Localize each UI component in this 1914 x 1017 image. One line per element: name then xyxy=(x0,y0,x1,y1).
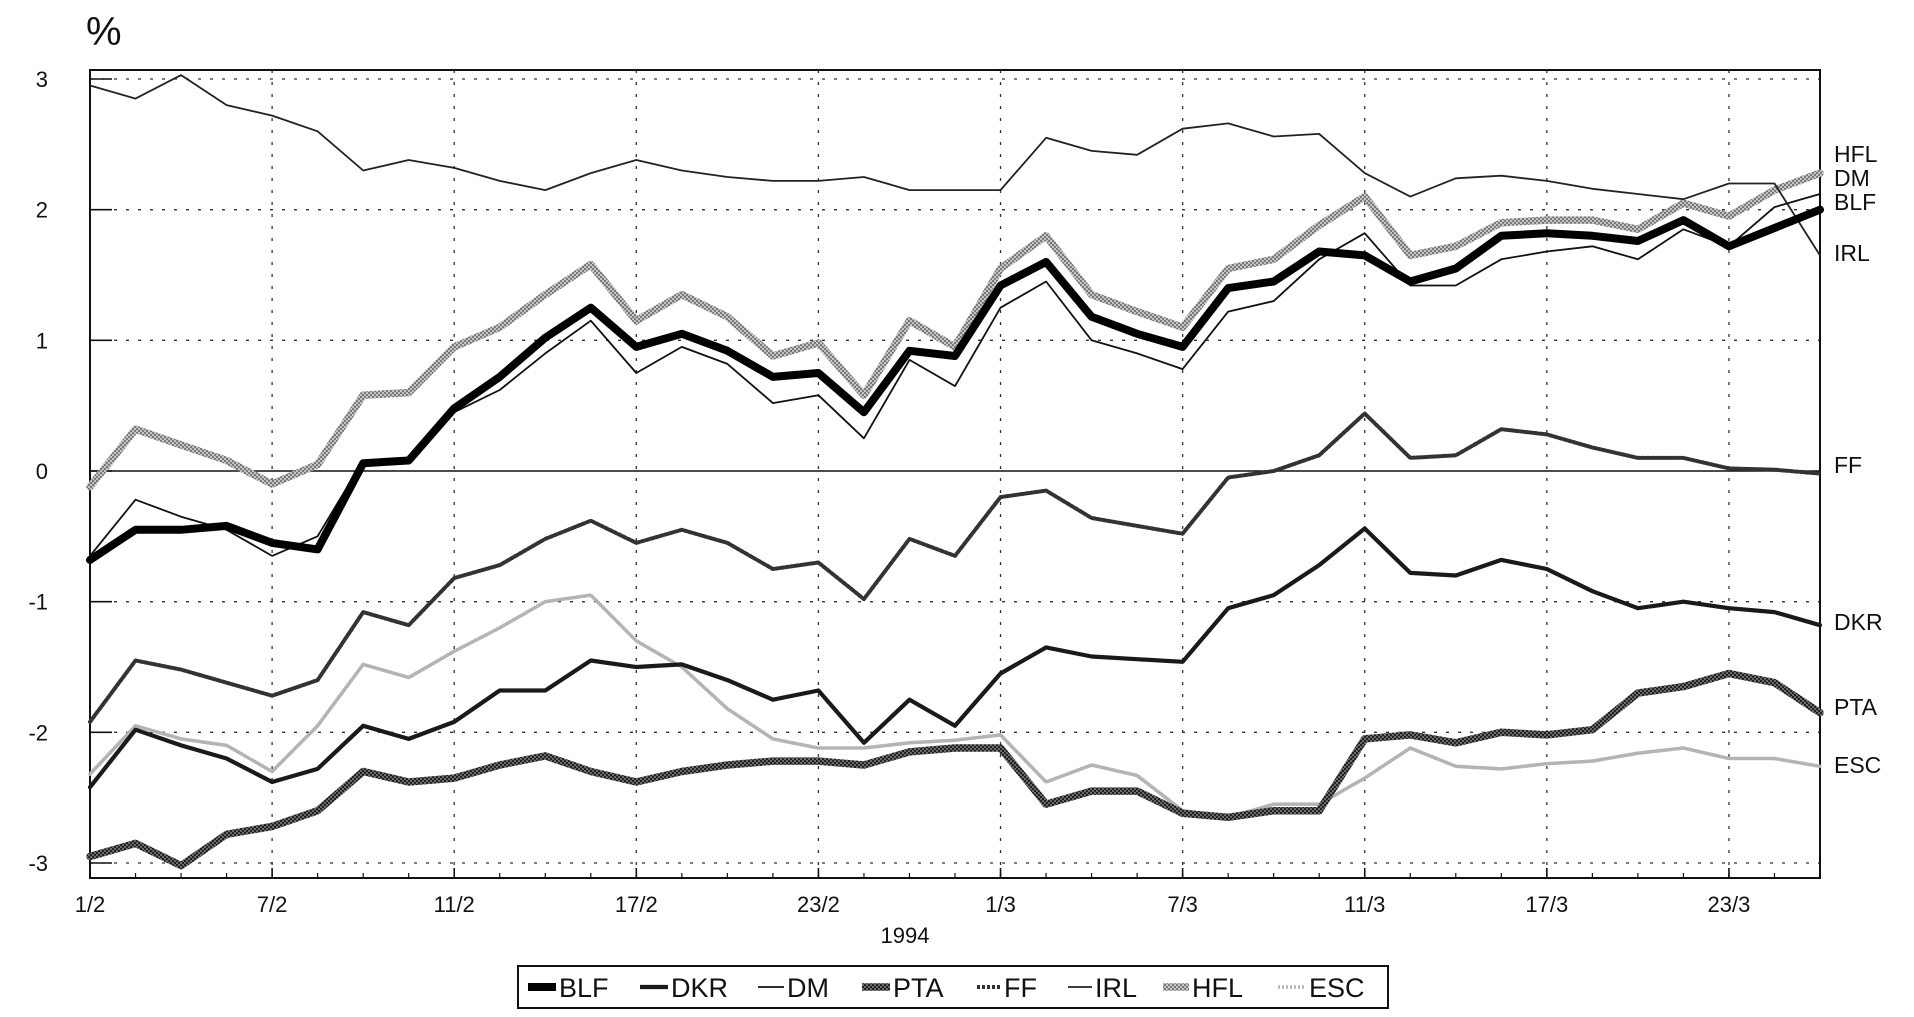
x-tick-label: 7/2 xyxy=(257,892,288,917)
legend-label-pta: PTA xyxy=(893,973,944,1003)
x-tick-label: 17/3 xyxy=(1525,892,1568,917)
series-line-ff xyxy=(88,411,1822,724)
y-unit-label: % xyxy=(86,10,122,54)
series-line-dkr xyxy=(87,526,1823,790)
grid xyxy=(90,70,1820,878)
x-tick-label: 11/2 xyxy=(434,892,475,917)
series-line-pta xyxy=(86,669,1824,870)
legend-label-blf: BLF xyxy=(559,973,609,1003)
y-tick-label: 3 xyxy=(36,67,48,92)
legend-label-esc: ESC xyxy=(1309,973,1365,1003)
legend: BLF DKR DM PTA FF IRL HFL ESC xyxy=(517,965,1389,1009)
x-tick-label: 11/3 xyxy=(1344,892,1385,917)
end-label-irl: IRL xyxy=(1834,240,1870,266)
end-label-blf: BLF xyxy=(1834,189,1876,215)
series-line-esc xyxy=(88,593,1822,820)
series-lines xyxy=(86,74,1824,870)
legend-label-dkr: DKR xyxy=(671,973,728,1003)
plot-frame xyxy=(89,69,1821,879)
series-line-dm xyxy=(89,193,1821,557)
y-tick-label: -1 xyxy=(28,590,48,615)
x-axis-label: 1994 xyxy=(881,923,930,948)
series-line-blf xyxy=(86,205,1824,564)
y-tick-label: -3 xyxy=(28,851,48,876)
y-tick-label: 1 xyxy=(36,328,48,353)
end-label-esc: ESC xyxy=(1834,752,1881,778)
end-label-dm: DM xyxy=(1834,165,1870,191)
legend-label-dm: DM xyxy=(787,973,829,1003)
y-tick-label: 2 xyxy=(36,198,48,223)
legend-label-irl: IRL xyxy=(1095,973,1137,1003)
legend-label-hfl: HFL xyxy=(1192,973,1243,1003)
y-tick-label: -2 xyxy=(28,720,48,745)
end-label-dkr: DKR xyxy=(1834,609,1883,635)
y-tick-label: 0 xyxy=(36,459,48,484)
end-label-ff: FF xyxy=(1834,452,1862,478)
axes xyxy=(89,69,1821,879)
x-tick-label: 1/3 xyxy=(985,892,1016,917)
x-tick-label: 23/2 xyxy=(797,892,840,917)
series-line-irl xyxy=(89,74,1821,257)
x-tick-label: 17/2 xyxy=(615,892,658,917)
end-label-hfl: HFL xyxy=(1834,141,1878,167)
labels: 3 2 1 0 -1 -2 -3 1/2 7/2 11/2 17/2 23/2 1/3 7/3 11/3 17… xyxy=(28,10,1882,948)
x-tick-label: 1/2 xyxy=(75,892,106,917)
x-tick-label: 23/3 xyxy=(1708,892,1751,917)
end-label-pta: PTA xyxy=(1834,694,1878,720)
legend-label-ff: FF xyxy=(1004,973,1037,1003)
series-line-hfl xyxy=(86,169,1824,491)
x-tick-label: 7/3 xyxy=(1167,892,1198,917)
